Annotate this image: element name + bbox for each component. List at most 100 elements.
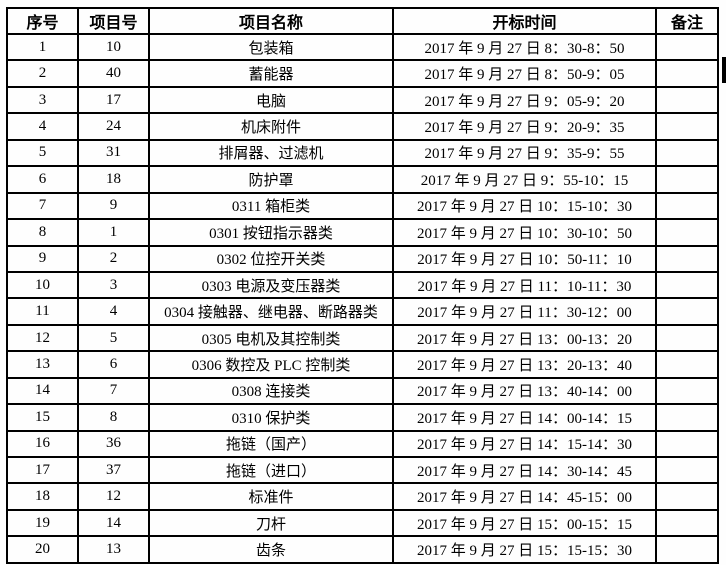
cell-remark <box>655 482 719 511</box>
table-row: 17 37 拖链（进口） 2017 年 9 月 27 日 14：30-14：45 <box>6 455 719 485</box>
cell-index: 9 <box>6 244 79 273</box>
table-row: 9 2 0302 位控开关类 2017 年 9 月 27 日 10：50-11：10 <box>6 244 719 273</box>
table-row: 5 31 排屑器、过滤机 2017 年 9 月 27 日 9：35-9：55 <box>6 138 719 168</box>
cell-time: 2017 年 9 月 27 日 9：55-10：15 <box>392 165 657 194</box>
table-header: 序号 项目号 项目名称 开标时间 备注 <box>6 7 719 35</box>
cell-index: 10 <box>6 270 79 300</box>
table-row: 12 5 0305 电机及其控制类 2017 年 9 月 27 日 13：00-13：… <box>6 323 719 353</box>
header-row: 序号 项目号 项目名称 开标时间 备注 <box>6 7 719 35</box>
cell-item_no: 13 <box>77 535 150 564</box>
cell-item_no: 4 <box>77 297 150 326</box>
cell-remark <box>655 270 719 300</box>
cell-remark <box>655 218 719 247</box>
table-body: 1 10 包装箱 2017 年 9 月 27 日 8：30-8：50 2 40 蓄能器 201… <box>6 32 719 564</box>
table-row: 10 3 0303 电源及变压器类 2017 年 9 月 27 日 11：10-11：… <box>6 270 719 300</box>
table-row: 16 36 拖链（国产） 2017 年 9 月 27 日 14：15-14：30 <box>6 429 719 459</box>
cell-time: 2017 年 9 月 27 日 13：20-13：40 <box>392 350 657 379</box>
cell-remark <box>655 350 719 379</box>
table-row: 4 24 机床附件 2017 年 9 月 27 日 9：20-9：35 <box>6 112 719 141</box>
cell-name: 标准件 <box>148 482 394 511</box>
cell-remark <box>655 85 719 115</box>
cell-item_no: 18 <box>77 165 150 194</box>
bid-opening-schedule-table: 序号 项目号 项目名称 开标时间 备注 1 10 包装箱 2017 年 9 月 27 … <box>6 7 719 564</box>
cell-time: 2017 年 9 月 27 日 13：00-13：20 <box>392 323 657 353</box>
table-row: 14 7 0308 连接类 2017 年 9 月 27 日 13：40-14：00 <box>6 376 719 406</box>
cell-name: 0304 接触器、继电器、断路器类 <box>148 297 394 326</box>
cell-name: 电脑 <box>148 85 394 115</box>
header-remark: 备注 <box>655 7 719 35</box>
cell-remark <box>655 244 719 273</box>
table-row: 2 40 蓄能器 2017 年 9 月 27 日 8：50-9：05 <box>6 59 719 88</box>
cell-name: 0305 电机及其控制类 <box>148 323 394 353</box>
cell-item_no: 31 <box>77 138 150 168</box>
cell-name: 防护罩 <box>148 165 394 194</box>
cell-time: 2017 年 9 月 27 日 9：05-9：20 <box>392 85 657 115</box>
cell-index: 8 <box>6 218 79 247</box>
table-row: 13 6 0306 数控及 PLC 控制类 2017 年 9 月 27 日 13：20… <box>6 350 719 379</box>
cell-item_no: 7 <box>77 376 150 406</box>
cell-index: 2 <box>6 59 79 88</box>
cell-index: 17 <box>6 455 79 485</box>
cell-item_no: 24 <box>77 112 150 141</box>
cell-item_no: 3 <box>77 270 150 300</box>
cell-remark <box>655 112 719 141</box>
cell-remark <box>655 138 719 168</box>
header-name: 项目名称 <box>148 7 394 35</box>
cell-time: 2017 年 9 月 27 日 9：20-9：35 <box>392 112 657 141</box>
cell-name: 蓄能器 <box>148 59 394 88</box>
table-row: 3 17 电脑 2017 年 9 月 27 日 9：05-9：20 <box>6 85 719 115</box>
table-row: 18 12 标准件 2017 年 9 月 27 日 14：45-15：00 <box>6 482 719 511</box>
cell-name: 0310 保护类 <box>148 403 394 432</box>
cell-remark <box>655 165 719 194</box>
cell-name: 刀杆 <box>148 508 394 538</box>
cell-index: 19 <box>6 508 79 538</box>
cell-index: 1 <box>6 32 79 62</box>
cell-time: 2017 年 9 月 27 日 8：30-8：50 <box>392 32 657 62</box>
cell-index: 11 <box>6 297 79 326</box>
cell-time: 2017 年 9 月 27 日 14：45-15：00 <box>392 482 657 511</box>
cell-item_no: 9 <box>77 191 150 221</box>
cell-name: 齿条 <box>148 535 394 564</box>
cell-remark <box>655 403 719 432</box>
table-row: 20 13 齿条 2017 年 9 月 27 日 15：15-15：30 <box>6 535 719 564</box>
cell-index: 15 <box>6 403 79 432</box>
cell-item_no: 17 <box>77 85 150 115</box>
cell-index: 5 <box>6 138 79 168</box>
header-item-no: 项目号 <box>77 7 150 35</box>
cell-index: 4 <box>6 112 79 141</box>
cell-time: 2017 年 9 月 27 日 10：30-10：50 <box>392 218 657 247</box>
schedule-table-container: 序号 项目号 项目名称 开标时间 备注 1 10 包装箱 2017 年 9 月 27 … <box>6 7 719 564</box>
cell-item_no: 5 <box>77 323 150 353</box>
table-row: 19 14 刀杆 2017 年 9 月 27 日 15：00-15：15 <box>6 508 719 538</box>
header-index: 序号 <box>6 7 79 35</box>
cell-name: 0311 箱柜类 <box>148 191 394 221</box>
cell-remark <box>655 455 719 485</box>
cell-item_no: 1 <box>77 218 150 247</box>
cell-time: 2017 年 9 月 27 日 14：30-14：45 <box>392 455 657 485</box>
cell-time: 2017 年 9 月 27 日 15：15-15：30 <box>392 535 657 564</box>
cell-name: 机床附件 <box>148 112 394 141</box>
cell-name: 0302 位控开关类 <box>148 244 394 273</box>
cell-item_no: 8 <box>77 403 150 432</box>
cell-name: 0308 连接类 <box>148 376 394 406</box>
table-row: 15 8 0310 保护类 2017 年 9 月 27 日 14：00-14：15 <box>6 403 719 432</box>
cell-item_no: 10 <box>77 32 150 62</box>
cell-time: 2017 年 9 月 27 日 11：30-12：00 <box>392 297 657 326</box>
cell-time: 2017 年 9 月 27 日 10：15-10：30 <box>392 191 657 221</box>
cell-index: 12 <box>6 323 79 353</box>
cell-item_no: 12 <box>77 482 150 511</box>
cell-time: 2017 年 9 月 27 日 9：35-9：55 <box>392 138 657 168</box>
cell-index: 20 <box>6 535 79 564</box>
cell-name: 0303 电源及变压器类 <box>148 270 394 300</box>
right-edge-marker <box>722 57 726 83</box>
cell-remark <box>655 508 719 538</box>
cell-item_no: 40 <box>77 59 150 88</box>
cell-index: 13 <box>6 350 79 379</box>
cell-remark <box>655 297 719 326</box>
cell-item_no: 6 <box>77 350 150 379</box>
cell-time: 2017 年 9 月 27 日 14：00-14：15 <box>392 403 657 432</box>
cell-name: 排屑器、过滤机 <box>148 138 394 168</box>
cell-index: 16 <box>6 429 79 459</box>
cell-remark <box>655 32 719 62</box>
